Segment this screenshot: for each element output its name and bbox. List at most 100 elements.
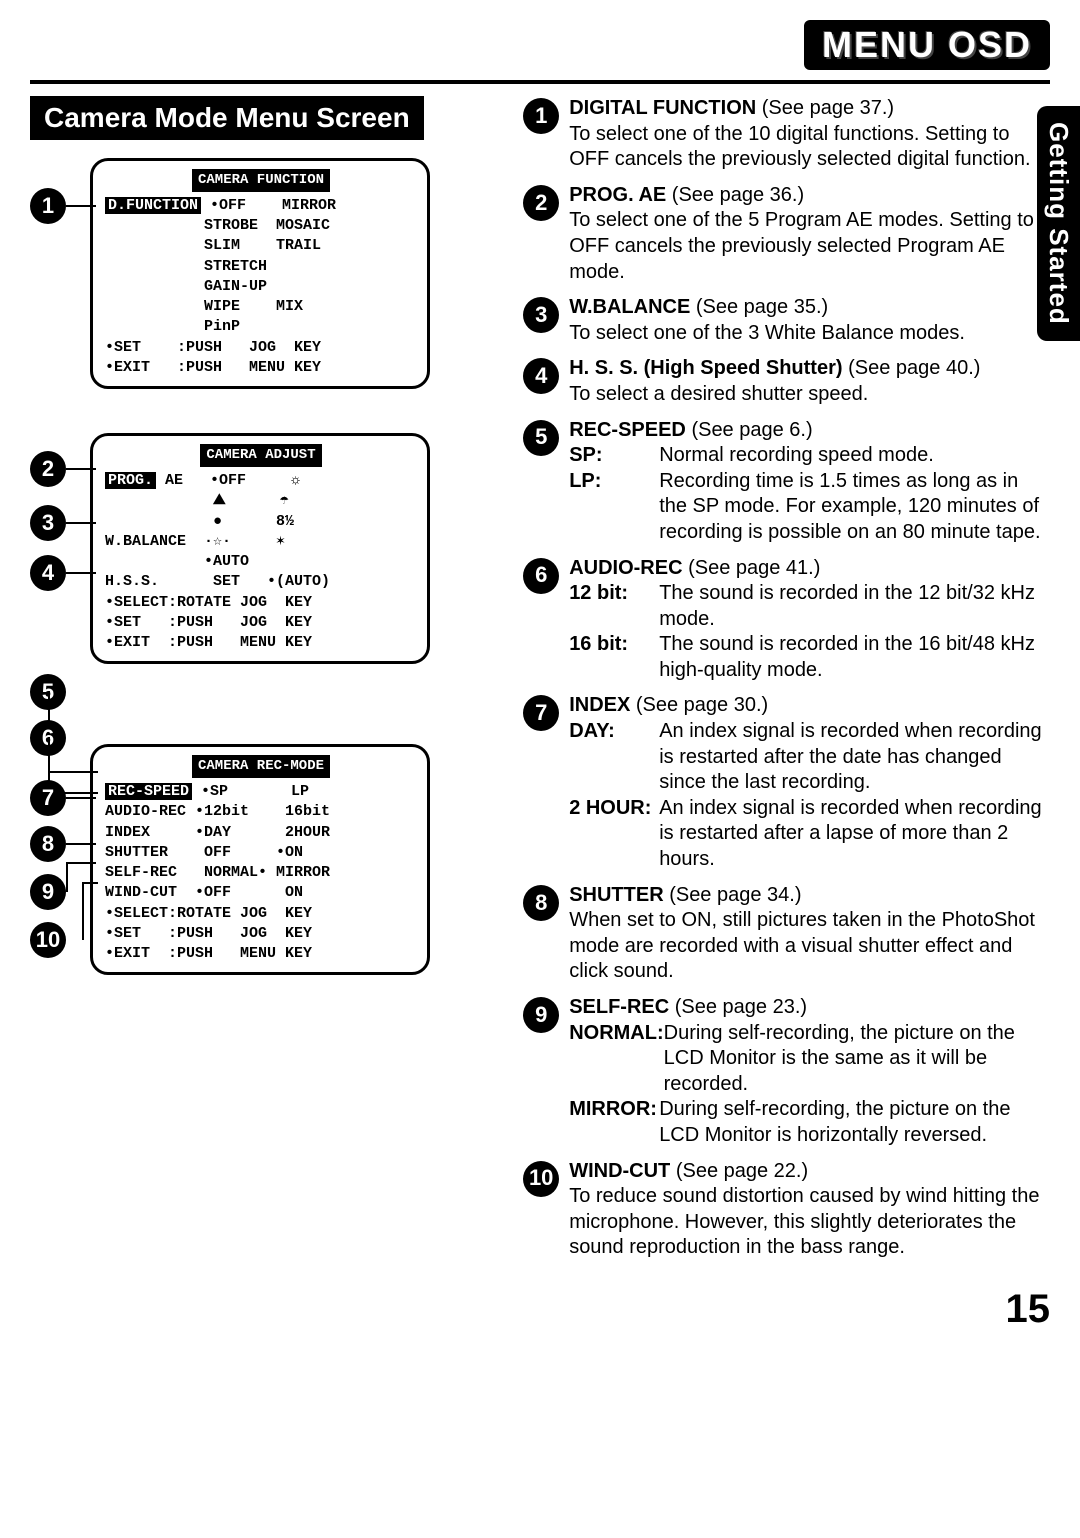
item-title: DIGITAL FUNCTION [569,97,762,119]
screen-row: INDEX •DAY 2HOUR [105,823,417,843]
sub-key: 16 bit: [569,632,659,683]
sub-val: During self-recording, the picture on th… [664,1021,1050,1098]
leader-8 [66,843,96,845]
item-body: PROG. AE (See page 36.)To select one of … [569,183,1050,285]
sub-val: An index signal is recorded when recordi… [659,719,1050,796]
item-ref: (See page 40.) [848,357,980,379]
item-body: H. S. S. (High Speed Shutter) (See page … [569,356,1050,407]
item-10: 10WIND-CUT (See page 22.)To reduce sound… [523,1159,1050,1261]
item-ref: (See page 22.) [676,1160,808,1182]
item-body: W.BALANCE (See page 35.)To select one of… [569,295,1050,346]
screen-row: •SELECT:ROTATE JOG KEY [105,593,417,613]
item-text: When set to ON, still pictures taken in … [569,908,1050,985]
badge-4: 4 [30,555,66,591]
sub-key: MIRROR: [569,1097,659,1148]
sub-key: NORMAL: [569,1021,663,1098]
leader-2 [66,468,96,470]
screen-wrap-3: 5 6 7 8 9 10 CAMERA REC-MODE REC-SPEED •… [90,744,499,975]
item-4: 4H. S. S. (High Speed Shutter) (See page… [523,356,1050,407]
badge-7: 7 [30,780,66,816]
screen-row: SLIM TRAIL [105,236,417,256]
columns: Camera Mode Menu Screen 1 CAMERA FUNCTIO… [30,96,1050,1271]
item-subrow: 16 bit:The sound is recorded in the 16 b… [569,632,1050,683]
screen-row: WIND-CUT •OFF ON [105,883,417,903]
item-subrow: NORMAL:During self-recording, the pictur… [569,1021,1050,1098]
badge-3: 3 [30,505,66,541]
item-body: DIGITAL FUNCTION (See page 37.)To select… [569,96,1050,173]
item-text: To select one of the 3 White Balance mod… [569,321,1050,347]
badge-1: 1 [30,188,66,224]
screen-row: PinP [105,317,417,337]
screen-row: ⛰ ☂ [105,491,417,511]
item-subrow: DAY:An index signal is recorded when rec… [569,719,1050,796]
screen-row: ● 8½ [105,512,417,532]
item-ref: (See page 35.) [696,296,828,318]
item-badge: 9 [523,997,559,1033]
page-header: MENU OSD [30,20,1050,70]
item-ref: (See page 6.) [691,419,812,441]
item-badge: 3 [523,297,559,333]
item-9: 9SELF-REC (See page 23.)NORMAL:During se… [523,995,1050,1149]
leader-1 [66,205,96,207]
screen-row: SELF-REC NORMAL• MIRROR [105,863,417,883]
screen-2-rows: PROG. AE •OFF ☼ ⛰ ☂ ● 8½W.BALANCE ·☆· ✶ … [105,471,417,653]
item-body: INDEX (See page 30.)DAY:An index signal … [569,693,1050,872]
camera-recmode-screen: CAMERA REC-MODE REC-SPEED •SP LPAUDIO-RE… [90,744,430,975]
item-ref: (See page 36.) [672,184,804,206]
sub-key: SP: [569,443,659,469]
screen-row: •SET :PUSH JOG KEY [105,613,417,633]
item-title: PROG. AE [569,184,672,206]
item-body: SELF-REC (See page 23.)NORMAL:During sel… [569,995,1050,1149]
item-3: 3 W.BALANCE (See page 35.)To select one o… [523,295,1050,346]
badge-2: 2 [30,451,66,487]
sub-key: 12 bit: [569,581,659,632]
screen-row: •EXIT :PUSH MENU KEY [105,633,417,653]
camera-adjust-screen: CAMERA ADJUST PROG. AE •OFF ☼ ⛰ ☂ ● 8½W.… [90,433,430,664]
item-title: SHUTTER [569,884,669,906]
screen-row: •EXIT :PUSH MENU KEY [105,944,417,964]
item-2: 2PROG. AE (See page 36.)To select one of… [523,183,1050,285]
item-badge: 5 [523,420,559,456]
screen-row: AUDIO-REC •12bit 16bit [105,802,417,822]
item-badge: 8 [523,885,559,921]
sub-val: During self-recording, the picture on th… [659,1097,1050,1148]
sub-val: Recording time is 1.5 times as long as i… [659,469,1050,546]
item-ref: (See page 23.) [675,996,807,1018]
badge-10: 10 [30,922,66,958]
screen-row: •SET :PUSH JOG KEY [105,338,417,358]
screen-row: W.BALANCE ·☆· ✶ [105,532,417,552]
item-1: 1 DIGITAL FUNCTION (See page 37.)To selec… [523,96,1050,173]
item-body: SHUTTER (See page 34.)When set to ON, st… [569,883,1050,985]
screen-row: •SET :PUSH JOG KEY [105,924,417,944]
item-body: AUDIO-REC (See page 41.)12 bit:The sound… [569,556,1050,684]
screen-row: STROBE MOSAIC [105,216,417,236]
header-rule [30,80,1050,84]
item-title: REC-SPEED [569,419,691,441]
item-title: INDEX [569,694,636,716]
sub-val: Normal recording speed mode. [659,443,1050,469]
screen-title-2: CAMERA ADJUST [200,444,321,467]
item-7: 7INDEX (See page 30.)DAY:An index signal… [523,693,1050,872]
sub-val: The sound is recorded in the 12 bit/32 k… [659,581,1050,632]
item-title: AUDIO-REC [569,557,688,579]
section-title: Camera Mode Menu Screen [30,96,424,140]
sub-val: The sound is recorded in the 16 bit/48 k… [659,632,1050,683]
screen-1-rows: D.FUNCTION •OFF MIRROR STROBE MOSAIC SLI… [105,196,417,378]
item-text: To select one of the 5 Program AE modes.… [569,208,1050,285]
item-badge: 1 [523,98,559,134]
page-number: 15 [30,1287,1050,1332]
item-badge: 10 [523,1161,559,1197]
item-subrow: SP:Normal recording speed mode. [569,443,1050,469]
screen-row: WIPE MIX [105,297,417,317]
side-tab: Getting Started [1037,106,1080,341]
screen-row: •SELECT:ROTATE JOG KEY [105,904,417,924]
screen-wrap-1: 1 CAMERA FUNCTION D.FUNCTION •OFF MIRROR… [90,158,499,389]
screen-title-3: CAMERA REC-MODE [192,755,330,778]
menu-osd-logo: MENU OSD [804,20,1050,70]
item-ref: (See page 37.) [762,97,894,119]
screen-row: GAIN-UP [105,277,417,297]
item-body: REC-SPEED (See page 6.)SP:Normal recordi… [569,418,1050,546]
items-list: 1DIGITAL FUNCTION (See page 37.)To selec… [523,96,1050,1261]
sub-key: DAY: [569,719,659,796]
item-subrow: 2 HOUR:An index signal is recorded when … [569,796,1050,873]
